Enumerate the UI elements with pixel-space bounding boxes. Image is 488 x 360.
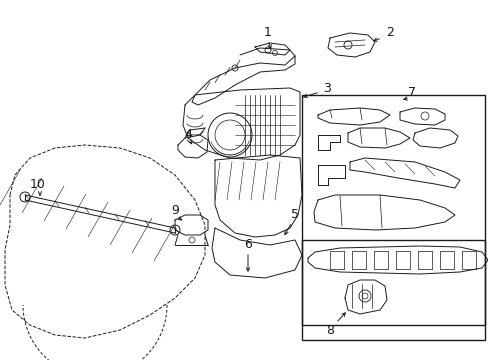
Text: 3: 3: [323, 81, 330, 94]
Text: 6: 6: [244, 238, 251, 252]
Bar: [302, 95, 484, 325]
Text: 4: 4: [183, 127, 192, 140]
Text: 5: 5: [290, 208, 298, 221]
Text: 9: 9: [171, 203, 179, 216]
Text: 8: 8: [325, 324, 333, 337]
Text: 1: 1: [264, 26, 271, 39]
Bar: [302, 240, 484, 340]
Text: 2: 2: [385, 26, 393, 39]
Text: 10: 10: [30, 179, 46, 192]
Text: 7: 7: [407, 85, 415, 99]
